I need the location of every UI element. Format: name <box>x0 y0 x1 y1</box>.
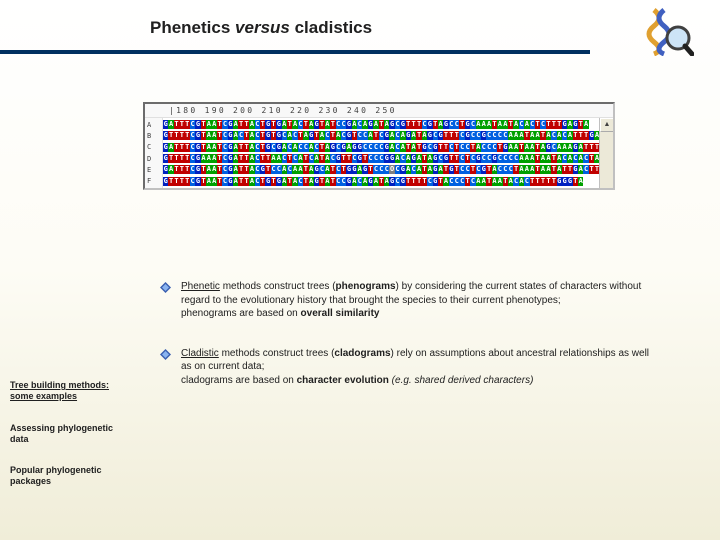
alignment-row-label: E <box>147 166 160 174</box>
alignment-row-label: A <box>147 121 160 129</box>
bullet-text: Cladistic methods construct trees (clado… <box>181 347 650 388</box>
bullet-text: Phenetic methods construct trees (phenog… <box>181 280 650 321</box>
sequence-row: GATTTCGTAATCGATTACTGTGATACTAGTATCCGACAGA… <box>163 120 613 129</box>
bullet-item: Phenetic methods construct trees (phenog… <box>160 280 650 321</box>
title-part2: cladistics <box>290 18 372 37</box>
sequence-row: GATTTCGTAATCGATTACGTCCACAATAGCATCTGGAGTC… <box>163 165 613 174</box>
diamond-bullet-icon <box>160 282 171 293</box>
sequence-row: GTTTTCGAAATCGATTACTTAACTCATCATACGTTCGTCC… <box>163 154 613 163</box>
alignment-row-label: D <box>147 155 160 163</box>
alignment-ruler: |180 190 200 210 220 230 240 250 <box>145 104 613 118</box>
title-part1: Phenetics <box>150 18 235 37</box>
alignment-row-label: B <box>147 132 160 140</box>
scroll-up-icon[interactable]: ▲ <box>600 118 613 132</box>
sequence-row: GATTTCGTAATCGATTACTGCGACACCACTAGCGAGGCCC… <box>163 143 613 152</box>
diamond-bullet-icon <box>160 349 171 360</box>
title-rule <box>0 50 590 54</box>
alignment-row-label: F <box>147 177 160 185</box>
nav-item[interactable]: Tree building methods: some examples <box>10 380 130 403</box>
alignment-viewer: |180 190 200 210 220 230 240 250 ABCDEF … <box>143 102 615 190</box>
bullet-item: Cladistic methods construct trees (clado… <box>160 347 650 388</box>
alignment-rows: GATTTCGTAATCGATTACTGTGATACTAGTATCCGACAGA… <box>163 118 613 188</box>
nav-item[interactable]: Assessing phylogenetic data <box>10 423 130 446</box>
bullet-list: Phenetic methods construct trees (phenog… <box>160 280 650 413</box>
dna-magnifier-icon <box>634 6 694 56</box>
nav-item[interactable]: Popular phylogenetic packages <box>10 465 130 488</box>
title-italic: versus <box>235 18 290 37</box>
sequence-row: GTTTTCGTAATCGACTACTGTGCACTAGTACTACGTCCAT… <box>163 131 613 140</box>
alignment-row-label: C <box>147 143 160 151</box>
sidebar-nav: Tree building methods: some examples Asse… <box>10 380 130 508</box>
alignment-scrollbar[interactable]: ▲ <box>599 118 613 188</box>
alignment-row-labels: ABCDEF <box>145 118 163 188</box>
sequence-row: GTTTTCGTAATCGATTACTGTGATACTAGTATCCGACAGA… <box>163 177 613 186</box>
